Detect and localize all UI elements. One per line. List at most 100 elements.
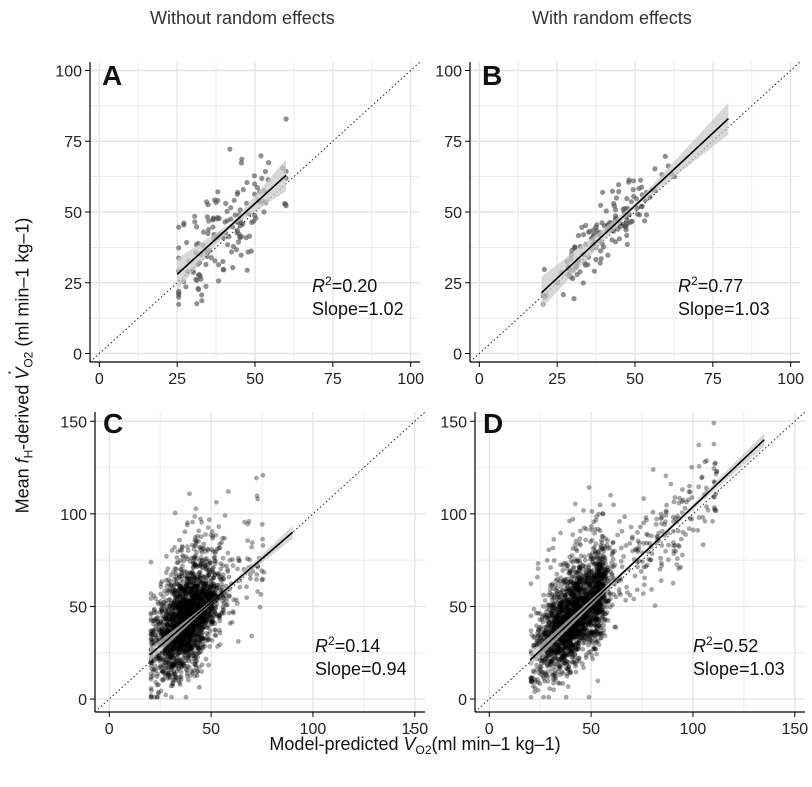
data-point bbox=[199, 642, 204, 647]
data-point bbox=[210, 533, 216, 539]
data-point bbox=[588, 622, 594, 627]
data-point bbox=[180, 615, 186, 621]
data-point bbox=[564, 610, 569, 616]
data-point bbox=[594, 585, 599, 591]
data-point bbox=[191, 546, 197, 552]
data-point bbox=[619, 528, 625, 534]
data-point bbox=[547, 614, 552, 619]
data-point bbox=[590, 577, 596, 583]
data-point bbox=[179, 634, 185, 640]
data-point bbox=[199, 565, 205, 571]
data-point bbox=[665, 557, 671, 563]
data-point bbox=[592, 527, 598, 532]
data-point bbox=[186, 635, 191, 640]
data-point bbox=[178, 661, 184, 667]
data-point bbox=[550, 586, 556, 592]
data-point bbox=[559, 616, 565, 622]
data-point bbox=[208, 607, 214, 612]
data-point bbox=[148, 663, 154, 669]
data-point bbox=[162, 631, 167, 637]
data-point bbox=[201, 614, 207, 620]
data-point bbox=[165, 622, 170, 628]
data-point bbox=[170, 680, 175, 686]
data-point bbox=[543, 628, 549, 634]
data-point bbox=[188, 643, 194, 649]
data-point bbox=[619, 564, 625, 570]
data-point bbox=[220, 606, 226, 612]
data-point bbox=[190, 603, 196, 609]
data-point bbox=[166, 651, 172, 657]
data-point bbox=[585, 629, 590, 634]
data-point bbox=[199, 621, 205, 627]
data-point bbox=[567, 632, 573, 638]
data-point bbox=[172, 581, 178, 587]
data-point bbox=[549, 605, 555, 611]
data-point bbox=[181, 662, 187, 668]
data-point bbox=[178, 612, 184, 618]
data-point bbox=[659, 521, 664, 526]
data-point bbox=[591, 567, 597, 573]
data-point bbox=[583, 582, 589, 588]
data-point bbox=[574, 599, 580, 605]
data-point bbox=[573, 583, 579, 589]
data-point bbox=[571, 603, 576, 608]
data-point bbox=[178, 656, 184, 662]
data-point bbox=[206, 636, 212, 642]
data-point bbox=[187, 646, 192, 652]
data-point bbox=[638, 177, 644, 183]
data-point bbox=[188, 604, 193, 610]
data-point bbox=[194, 631, 200, 636]
data-point bbox=[546, 662, 552, 668]
data-point bbox=[575, 600, 580, 606]
data-point bbox=[180, 602, 186, 608]
data-point bbox=[200, 644, 206, 650]
data-point bbox=[215, 572, 221, 578]
data-point bbox=[249, 544, 255, 550]
data-point bbox=[573, 628, 579, 633]
data-point bbox=[556, 646, 562, 652]
data-point bbox=[572, 575, 578, 580]
data-point bbox=[585, 642, 591, 648]
data-point bbox=[591, 605, 596, 610]
data-point bbox=[204, 556, 209, 561]
data-point bbox=[172, 605, 178, 611]
data-point bbox=[206, 612, 212, 618]
data-point bbox=[172, 641, 178, 647]
data-point bbox=[162, 629, 168, 635]
data-point bbox=[178, 641, 183, 647]
data-point bbox=[199, 561, 204, 567]
data-point bbox=[600, 572, 605, 578]
data-point bbox=[194, 600, 200, 606]
data-point bbox=[195, 602, 201, 608]
data-point bbox=[195, 595, 201, 601]
data-point bbox=[554, 650, 560, 656]
data-point bbox=[201, 589, 206, 595]
data-point bbox=[177, 639, 182, 645]
data-point bbox=[558, 604, 564, 609]
data-point bbox=[171, 598, 177, 604]
data-point bbox=[604, 570, 609, 575]
data-point bbox=[191, 623, 196, 629]
data-point bbox=[168, 655, 174, 661]
data-point bbox=[217, 615, 223, 621]
data-point bbox=[149, 666, 155, 672]
data-point bbox=[172, 671, 177, 676]
data-point bbox=[190, 570, 196, 576]
data-point bbox=[594, 607, 600, 613]
data-point bbox=[643, 212, 650, 218]
data-point bbox=[189, 628, 195, 633]
data-point bbox=[605, 538, 610, 543]
data-point bbox=[572, 605, 578, 611]
data-point bbox=[201, 613, 207, 619]
data-point bbox=[577, 591, 583, 596]
data-point bbox=[573, 597, 578, 603]
data-point bbox=[196, 621, 202, 627]
data-point bbox=[544, 557, 550, 563]
data-point bbox=[548, 565, 554, 570]
data-point bbox=[186, 599, 191, 605]
data-point bbox=[163, 627, 168, 633]
data-point bbox=[573, 645, 579, 651]
data-point bbox=[152, 663, 158, 669]
data-point bbox=[560, 681, 566, 686]
data-point bbox=[163, 570, 169, 575]
